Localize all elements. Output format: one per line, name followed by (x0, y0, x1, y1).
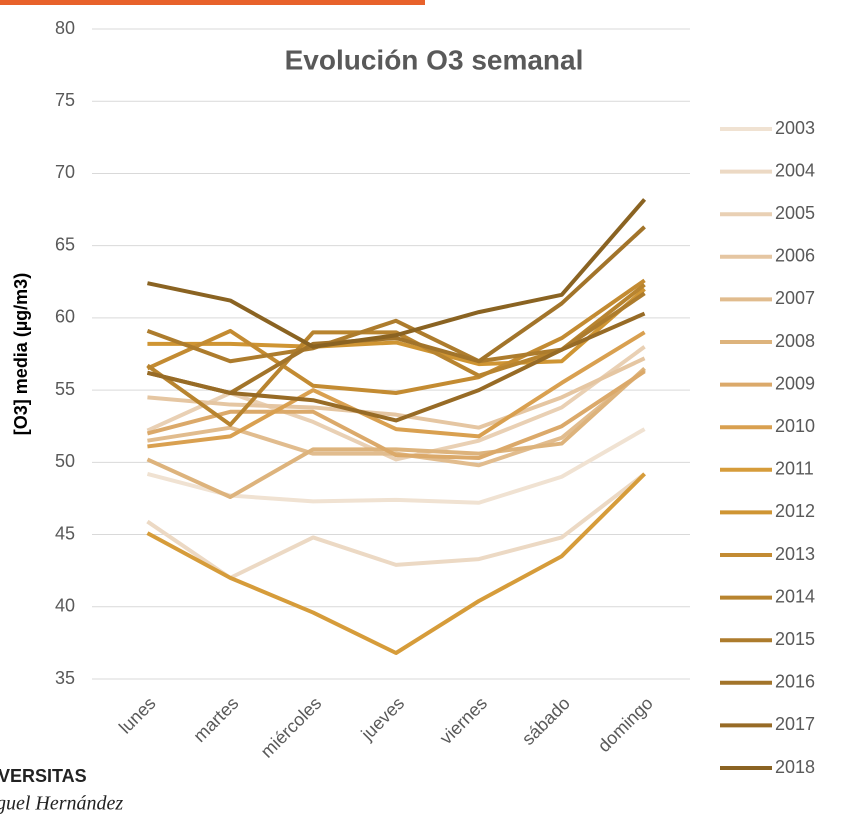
y-tick-label: 55 (55, 379, 75, 399)
y-tick-label: 75 (55, 90, 75, 110)
legend-label: 2006 (775, 246, 815, 266)
legend-label: 2007 (775, 288, 815, 308)
y-tick-label: 70 (55, 162, 75, 182)
background (0, 5, 844, 823)
y-tick-label: 65 (55, 234, 75, 254)
legend-label: 2009 (775, 373, 815, 393)
legend-label: 2011 (775, 459, 814, 479)
legend-label: 2003 (775, 118, 815, 138)
y-tick-label: 50 (55, 451, 75, 471)
y-tick-label: 40 (55, 596, 75, 616)
legend-label: 2014 (775, 586, 815, 606)
y-tick-label: 80 (55, 18, 75, 38)
legend-label: 2013 (775, 544, 815, 564)
legend-label: 2010 (775, 416, 815, 436)
logo-line: guel Hernández (0, 793, 123, 815)
series-line (146, 278, 646, 395)
legend-label: 2012 (775, 501, 815, 521)
y-tick-label: 35 (55, 668, 75, 688)
series-line (147, 356, 646, 430)
legend-label: 2004 (775, 160, 815, 180)
y-tick-label: 60 (55, 307, 75, 327)
series-line (147, 287, 646, 367)
legend-label: 2017 (775, 714, 815, 734)
series-line (146, 369, 646, 460)
legend-label: 2018 (775, 757, 815, 777)
series-line (146, 366, 646, 499)
y-axis-label: [O3] media (µg/m3) (11, 273, 31, 435)
series-line (147, 330, 646, 449)
y-tick-label: 45 (55, 523, 75, 543)
series-line (147, 198, 647, 349)
legend-label: 2008 (775, 331, 815, 351)
logo-line: VERSITAS (0, 766, 87, 786)
legend-label: 2015 (775, 629, 815, 649)
legend-label: 2005 (775, 203, 815, 223)
chart-title: Evolución O3 semanal (285, 44, 584, 75)
series-line (146, 311, 646, 423)
top-bar (0, 0, 425, 5)
legend-label: 2016 (775, 672, 815, 692)
series-line (146, 472, 646, 655)
